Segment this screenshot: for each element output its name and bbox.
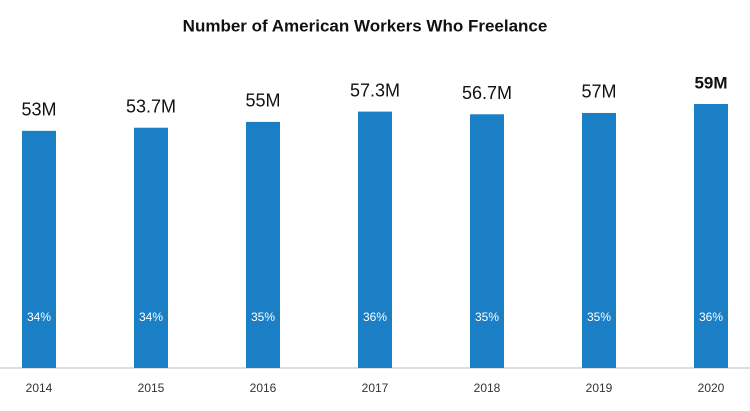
bar xyxy=(358,111,392,368)
x-tick-label: 2020 xyxy=(698,381,725,395)
x-tick-label: 2016 xyxy=(250,381,277,395)
percent-label: 36% xyxy=(363,310,387,324)
percent-label: 36% xyxy=(699,310,723,324)
x-tick-label: 2014 xyxy=(26,381,53,395)
percent-label: 35% xyxy=(587,310,611,324)
x-tick-label: 2018 xyxy=(474,381,501,395)
bar xyxy=(246,121,280,368)
value-label: 57M xyxy=(581,82,616,102)
x-tick-label: 2015 xyxy=(138,381,165,395)
value-label: 57.3M xyxy=(350,80,400,100)
percent-label: 35% xyxy=(475,310,499,324)
chart-title: Number of American Workers Who Freelance xyxy=(183,16,548,35)
bar xyxy=(582,112,616,368)
value-label: 55M xyxy=(245,91,280,111)
x-tick-label: 2017 xyxy=(362,381,389,395)
percent-label: 34% xyxy=(27,310,51,324)
percent-label: 34% xyxy=(139,310,163,324)
x-tick-label: 2019 xyxy=(586,381,613,395)
value-label: 53.7M xyxy=(126,96,176,116)
bar xyxy=(694,104,728,368)
value-label: 56.7M xyxy=(462,83,512,103)
bar xyxy=(134,127,168,368)
bar xyxy=(470,114,504,368)
percent-label: 35% xyxy=(251,310,275,324)
bar xyxy=(22,130,56,368)
value-label: 59M xyxy=(694,73,727,92)
value-label: 53M xyxy=(21,100,56,120)
